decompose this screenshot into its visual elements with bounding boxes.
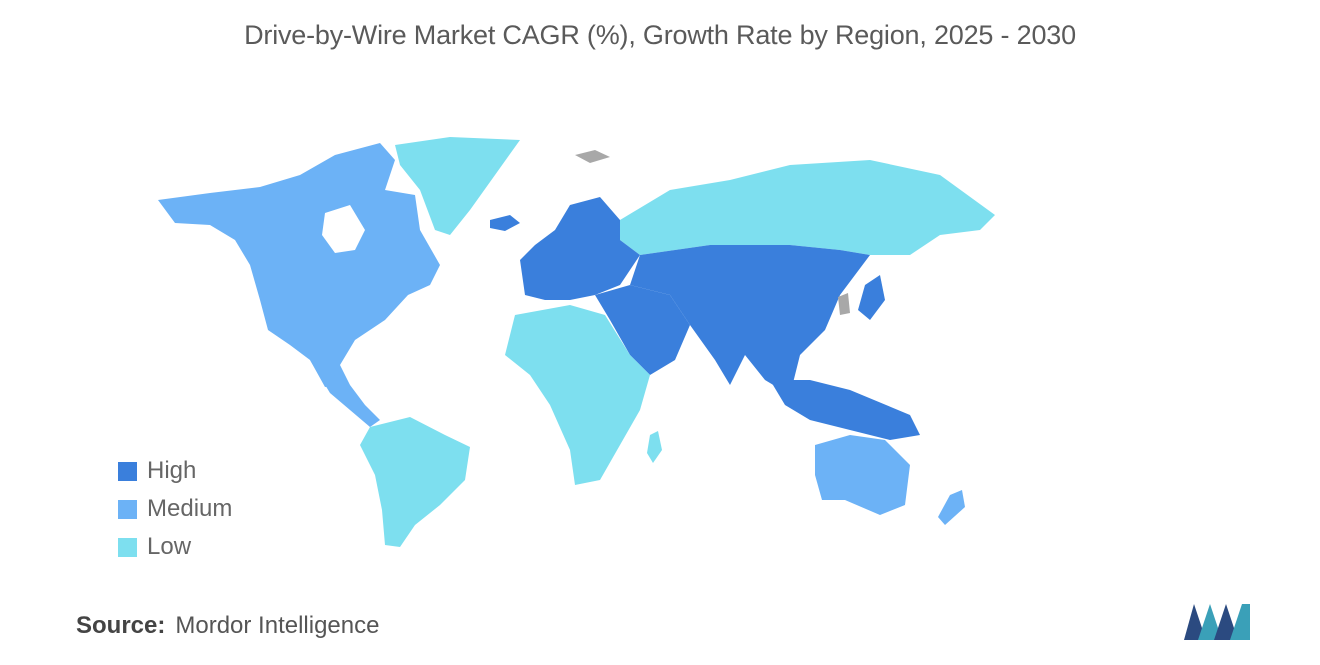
- region-europe: [520, 197, 640, 300]
- region-iceland: [490, 215, 520, 231]
- source-line: Source: Mordor Intelligence: [76, 612, 379, 640]
- region-central-america: [310, 360, 380, 427]
- chart-title: Drive-by-Wire Market CAGR (%), Growth Ra…: [244, 20, 1076, 50]
- region-middle-east: [595, 285, 690, 375]
- legend-item-medium: Medium: [118, 490, 232, 528]
- region-japan: [858, 275, 885, 320]
- legend-swatch-low: [118, 537, 137, 557]
- region-north-america: [158, 143, 440, 387]
- legend-label-low: Low: [147, 533, 192, 560]
- legend-label-high: High: [147, 457, 197, 484]
- region-madagascar: [647, 431, 662, 463]
- region-southeast-asia: [770, 380, 920, 440]
- region-asia: [630, 245, 870, 395]
- legend-swatch-medium: [118, 499, 137, 519]
- region-south-america: [360, 417, 470, 547]
- legend-item-low: Low: [118, 528, 232, 566]
- legend-swatch-high: [118, 461, 137, 481]
- region-korea: [838, 293, 850, 315]
- region-svalbard: [575, 150, 610, 163]
- source-value: Mordor Intelligence: [175, 612, 380, 639]
- source-label: Source:: [76, 612, 166, 639]
- region-greenland: [395, 137, 520, 235]
- legend-label-medium: Medium: [147, 495, 233, 522]
- legend-item-high: High: [118, 452, 232, 490]
- hudson-bay: [322, 205, 365, 253]
- region-australia: [815, 435, 910, 515]
- region-russia: [620, 160, 995, 255]
- mordor-intelligence-logo: [1184, 604, 1250, 640]
- legend: High Medium Low: [118, 452, 232, 566]
- world-map: [158, 137, 995, 547]
- region-africa: [505, 305, 650, 485]
- region-new-zealand: [938, 490, 965, 525]
